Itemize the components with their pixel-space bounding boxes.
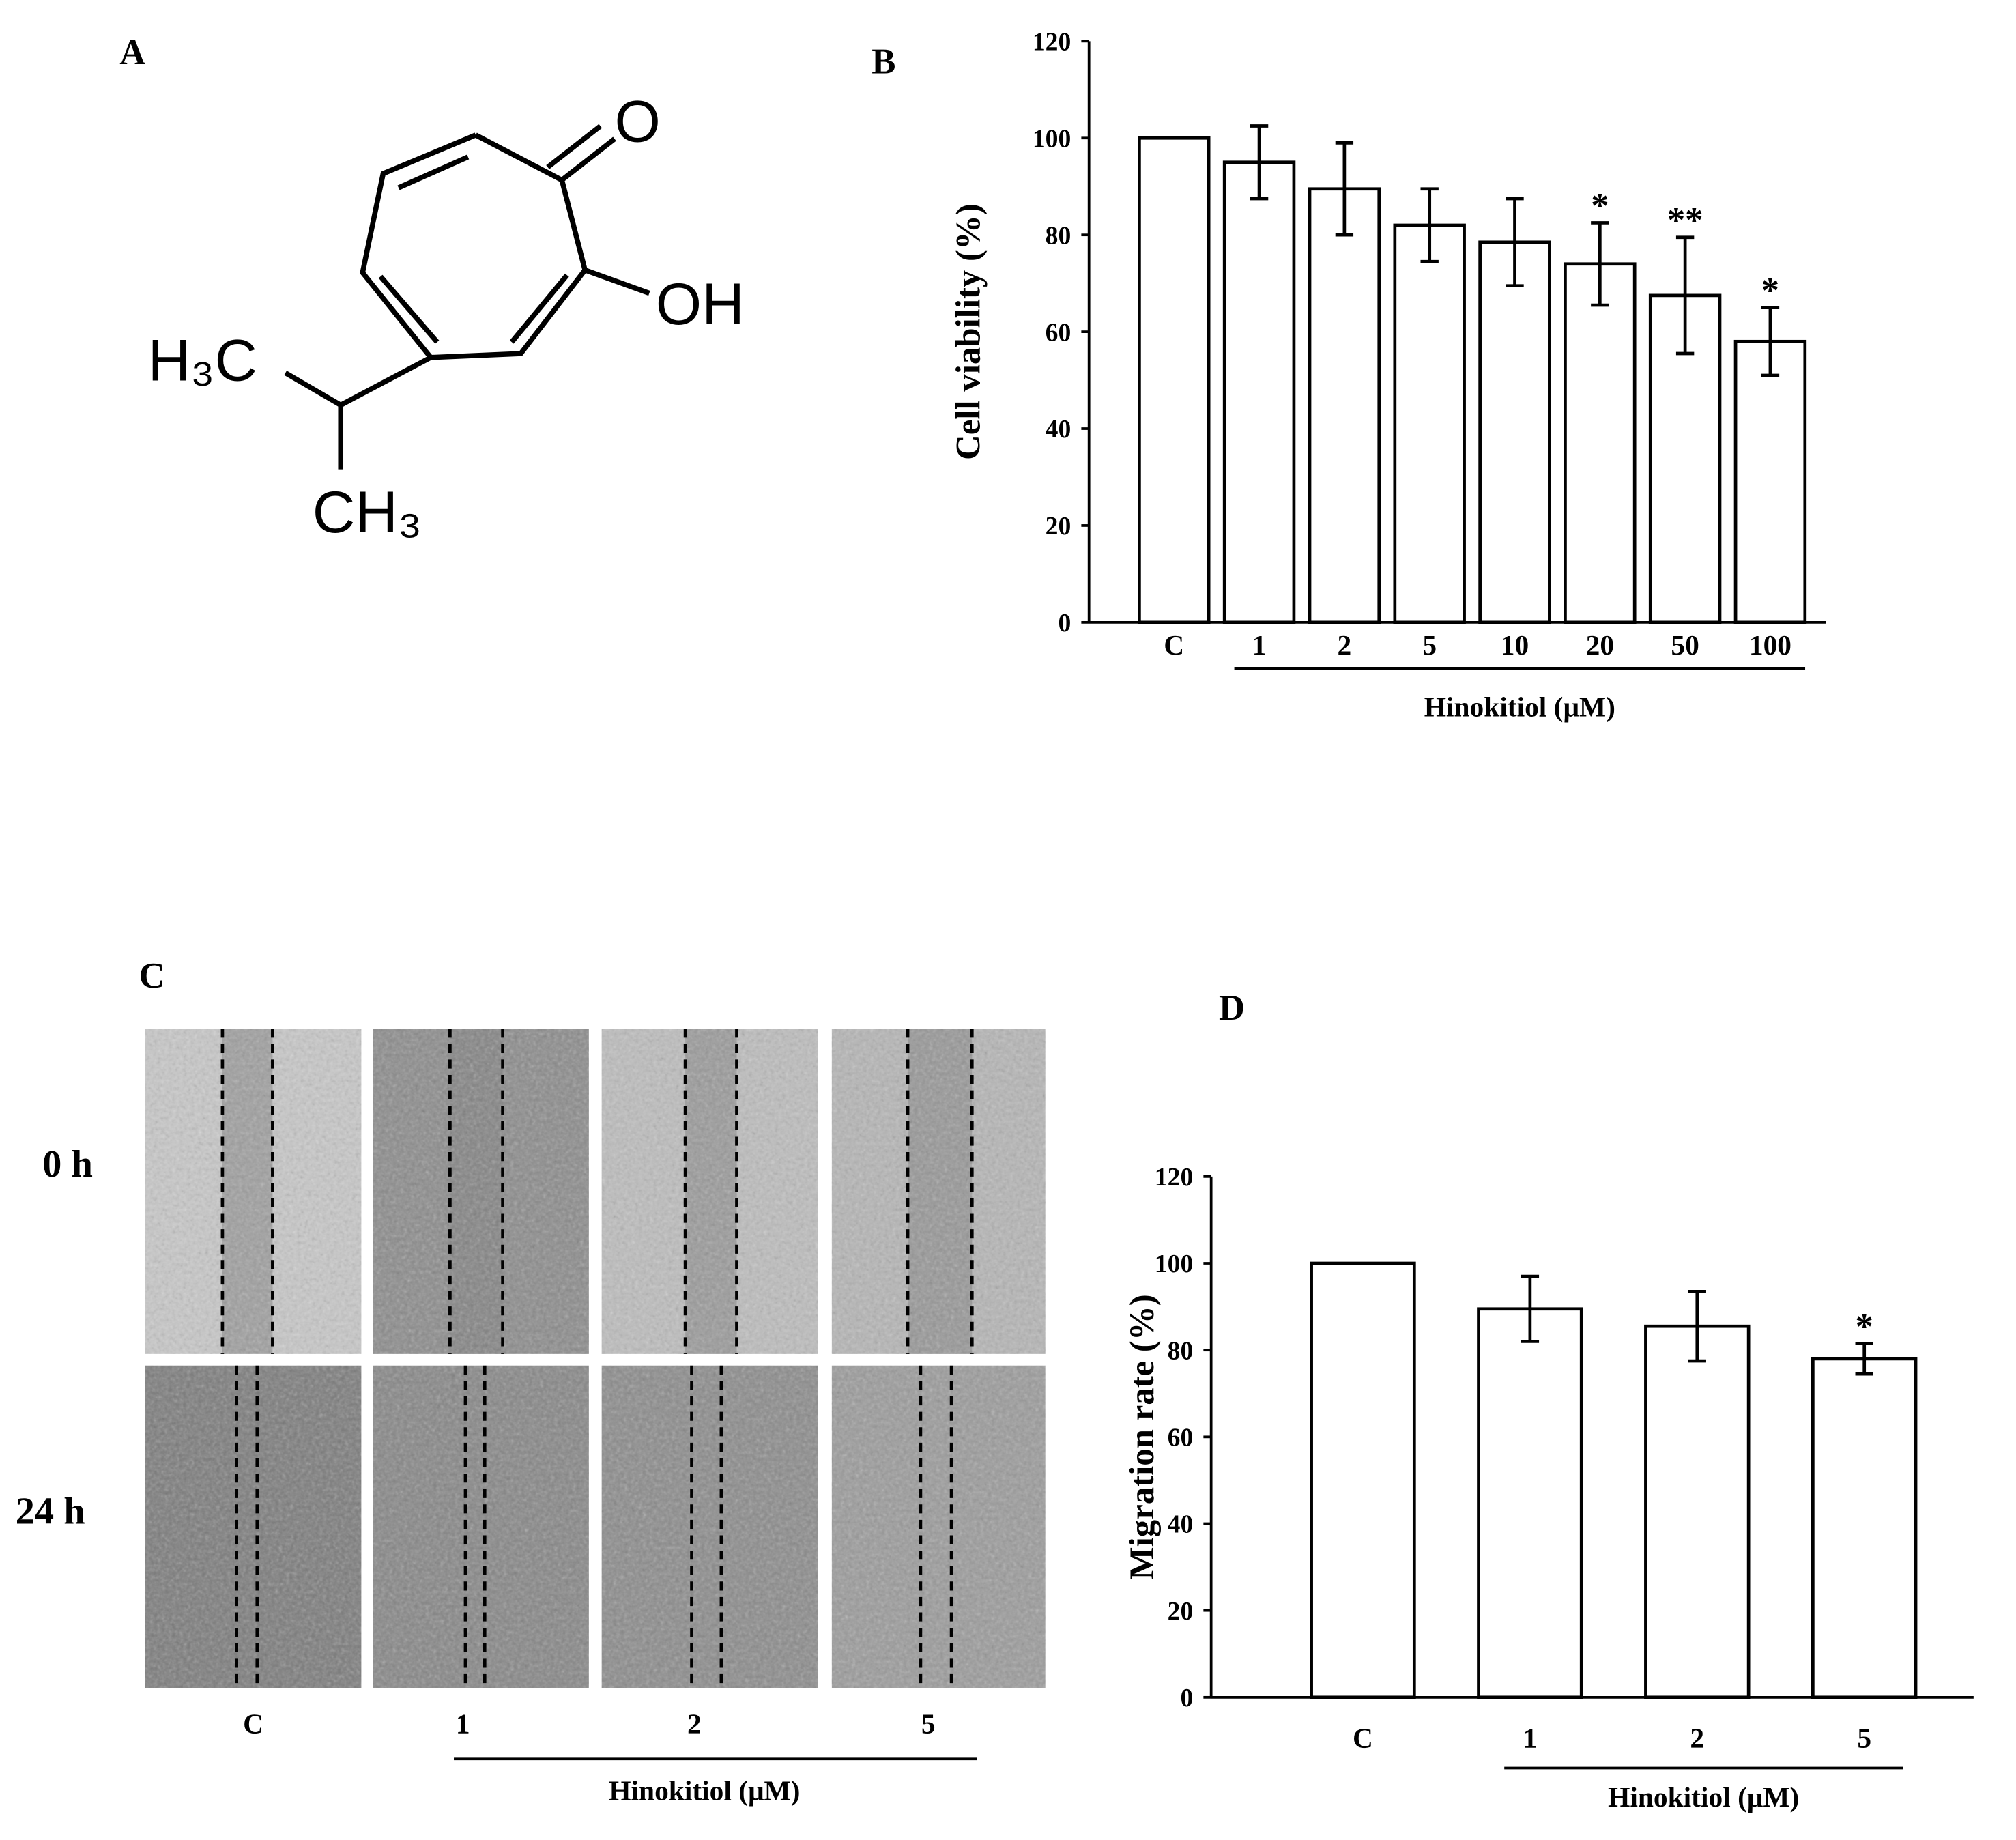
x-axis-title: Hinokitiol (μM) bbox=[1424, 691, 1615, 723]
panel-label: A bbox=[119, 33, 145, 72]
error-bar bbox=[1335, 141, 1354, 237]
y-tick-label: 120 bbox=[1155, 1163, 1193, 1192]
bar bbox=[1138, 136, 1211, 624]
y-tick-label: 0 bbox=[1180, 1684, 1193, 1712]
y-tick-label: 40 bbox=[1168, 1510, 1194, 1539]
bar bbox=[1222, 160, 1296, 624]
bar bbox=[1393, 223, 1466, 624]
bar bbox=[1478, 240, 1551, 624]
micrograph bbox=[831, 1029, 1046, 1354]
y-tick-label: 100 bbox=[1155, 1250, 1193, 1278]
micrograph-texture bbox=[145, 1365, 362, 1688]
y-tick-label: 40 bbox=[1046, 415, 1071, 444]
micrograph-texture bbox=[145, 1029, 362, 1354]
micrograph-texture bbox=[831, 1365, 1046, 1688]
bar bbox=[1644, 1324, 1751, 1699]
panel-label: C bbox=[139, 956, 164, 996]
x-tick-label: 2 bbox=[1690, 1722, 1704, 1753]
x-tick-label: C bbox=[1164, 629, 1184, 661]
bar bbox=[1308, 187, 1381, 624]
atom-label: H₃C bbox=[148, 328, 257, 394]
atom-label: OH bbox=[656, 272, 745, 337]
molecule-structure bbox=[284, 124, 650, 470]
error-bar bbox=[1688, 1289, 1706, 1363]
y-tick-label: 0 bbox=[1058, 609, 1071, 637]
y-tick-label: 80 bbox=[1168, 1336, 1194, 1365]
column-label: 5 bbox=[921, 1708, 936, 1740]
y-tick-label: 60 bbox=[1168, 1424, 1194, 1452]
x-tick-label: 5 bbox=[1422, 629, 1437, 661]
bar bbox=[1811, 1357, 1918, 1699]
error-bar bbox=[1675, 235, 1695, 356]
micrograph bbox=[145, 1029, 362, 1354]
x-tick-label: 1 bbox=[1523, 1722, 1538, 1753]
significance-label: ** bbox=[1667, 201, 1703, 240]
row-label: 24 h bbox=[16, 1491, 85, 1533]
micrograph bbox=[601, 1029, 818, 1354]
error-bar bbox=[1506, 197, 1524, 288]
x-tick-label: 2 bbox=[1338, 629, 1352, 661]
bar bbox=[1564, 262, 1637, 624]
x-tick-label: 5 bbox=[1857, 1722, 1871, 1753]
bar bbox=[1477, 1307, 1583, 1699]
x-axis-title: Hinokitiol (μM) bbox=[609, 1775, 800, 1807]
micrograph-texture bbox=[601, 1365, 818, 1688]
row-label: 0 h bbox=[42, 1143, 93, 1185]
error-bar bbox=[1250, 124, 1269, 201]
error-bar bbox=[1761, 306, 1780, 377]
y-tick-label: 60 bbox=[1046, 318, 1071, 347]
y-axis-title: Migration rate (%) bbox=[1123, 1294, 1162, 1579]
y-axis-title: Cell viability (%) bbox=[950, 203, 988, 460]
panel-label: D bbox=[1219, 988, 1245, 1028]
micrograph-texture bbox=[831, 1029, 1046, 1354]
y-tick-label: 20 bbox=[1168, 1597, 1194, 1626]
micrograph bbox=[145, 1365, 362, 1688]
micrograph bbox=[831, 1365, 1046, 1688]
micrograph bbox=[373, 1365, 589, 1688]
micrograph bbox=[601, 1365, 818, 1688]
bar bbox=[1310, 1261, 1416, 1699]
error-bar bbox=[1855, 1342, 1873, 1376]
x-tick-label: 20 bbox=[1586, 629, 1614, 661]
column-label: 2 bbox=[687, 1708, 702, 1740]
y-tick-label: 20 bbox=[1046, 512, 1071, 541]
atom-label: CH₃ bbox=[313, 480, 422, 545]
x-tick-label: 10 bbox=[1501, 629, 1529, 661]
y-tick-label: 100 bbox=[1033, 124, 1071, 153]
x-tick-label: C bbox=[1353, 1722, 1373, 1753]
column-label: C bbox=[243, 1708, 263, 1740]
error-bar bbox=[1591, 221, 1609, 307]
column-label: 1 bbox=[456, 1708, 470, 1740]
panel-label: B bbox=[872, 42, 895, 81]
x-axis-title: Hinokitiol (μM) bbox=[1608, 1781, 1799, 1813]
micrograph-texture bbox=[373, 1029, 589, 1354]
significance-label: * bbox=[1856, 1307, 1873, 1347]
atom-label: O bbox=[615, 89, 661, 154]
error-bar bbox=[1420, 187, 1439, 263]
micrograph bbox=[373, 1029, 589, 1354]
error-bar bbox=[1521, 1274, 1540, 1343]
y-tick-label: 80 bbox=[1046, 221, 1071, 250]
x-tick-label: 50 bbox=[1671, 629, 1699, 661]
x-tick-label: 100 bbox=[1749, 629, 1791, 661]
y-tick-label: 120 bbox=[1033, 28, 1071, 57]
bar bbox=[1733, 339, 1807, 624]
micrograph-texture bbox=[601, 1029, 818, 1354]
significance-label: * bbox=[1591, 186, 1609, 226]
significance-label: * bbox=[1761, 271, 1779, 311]
x-tick-label: 1 bbox=[1252, 629, 1267, 661]
micrograph-texture bbox=[373, 1365, 589, 1688]
